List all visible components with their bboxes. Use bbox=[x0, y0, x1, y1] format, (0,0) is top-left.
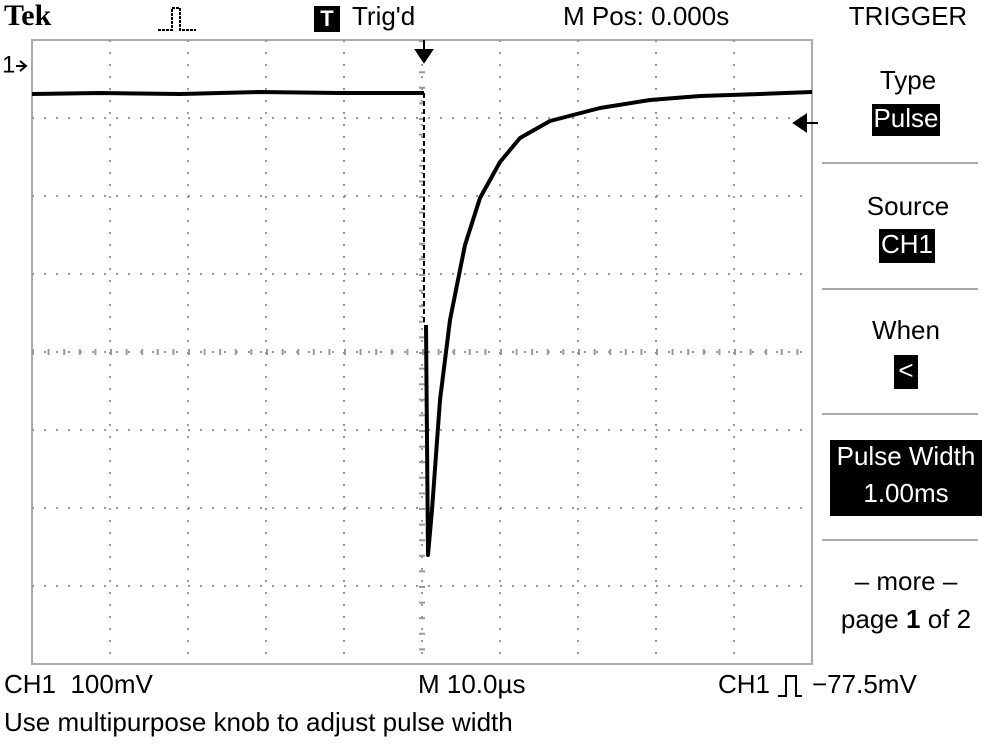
page-number: 1 bbox=[906, 604, 920, 634]
trigger-status: Trig'd bbox=[352, 1, 415, 31]
message: Use multipurpose knob to adjust pulse wi… bbox=[4, 707, 513, 737]
brand: Tek bbox=[4, 0, 52, 32]
more-label[interactable]: – more – bbox=[855, 566, 958, 596]
trig-icon-box bbox=[314, 6, 340, 32]
menu-value-box bbox=[894, 355, 918, 389]
waveform-recovery bbox=[424, 90, 813, 557]
menu-label[interactable]: When bbox=[872, 315, 940, 345]
page-suffix: of 2 bbox=[928, 604, 971, 634]
menu-value[interactable]: 1.00ms bbox=[863, 478, 948, 508]
center-axes bbox=[32, 40, 812, 664]
menu-selected-box[interactable] bbox=[830, 440, 982, 516]
pulse-icon bbox=[778, 675, 802, 697]
page-indicator: page 1 of 2 bbox=[841, 604, 971, 634]
trigger-level: −77.5mV bbox=[812, 669, 917, 699]
menu-label[interactable]: Pulse Width bbox=[837, 441, 976, 471]
menu-value-box bbox=[872, 104, 940, 136]
menu-label[interactable]: Source bbox=[867, 191, 949, 221]
menu-value[interactable]: Pulse bbox=[873, 103, 938, 133]
channel-scale: CH1 100mV bbox=[4, 669, 153, 699]
trigger-position-marker bbox=[414, 40, 434, 64]
menu-value-box bbox=[879, 229, 935, 263]
menu-separators bbox=[822, 162, 978, 541]
graticule bbox=[31, 39, 813, 665]
menu-title: TRIGGER bbox=[849, 1, 967, 31]
menu-label[interactable]: Type bbox=[880, 65, 936, 95]
acquire-icon bbox=[158, 7, 196, 31]
waveform bbox=[31, 90, 424, 96]
menu-value[interactable]: < bbox=[898, 355, 913, 385]
channel-arrow bbox=[16, 60, 28, 72]
menu-value[interactable]: CH1 bbox=[881, 229, 933, 259]
page-prefix: page bbox=[841, 604, 899, 634]
channel-marker: 1 bbox=[2, 51, 15, 78]
horizontal-position: M Pos: 0.000s bbox=[563, 1, 729, 31]
trigger-level-marker bbox=[792, 113, 818, 133]
trig-icon: T bbox=[320, 6, 334, 31]
timebase: M 10.0µs bbox=[418, 669, 525, 699]
trigger-source: CH1 bbox=[718, 669, 770, 699]
